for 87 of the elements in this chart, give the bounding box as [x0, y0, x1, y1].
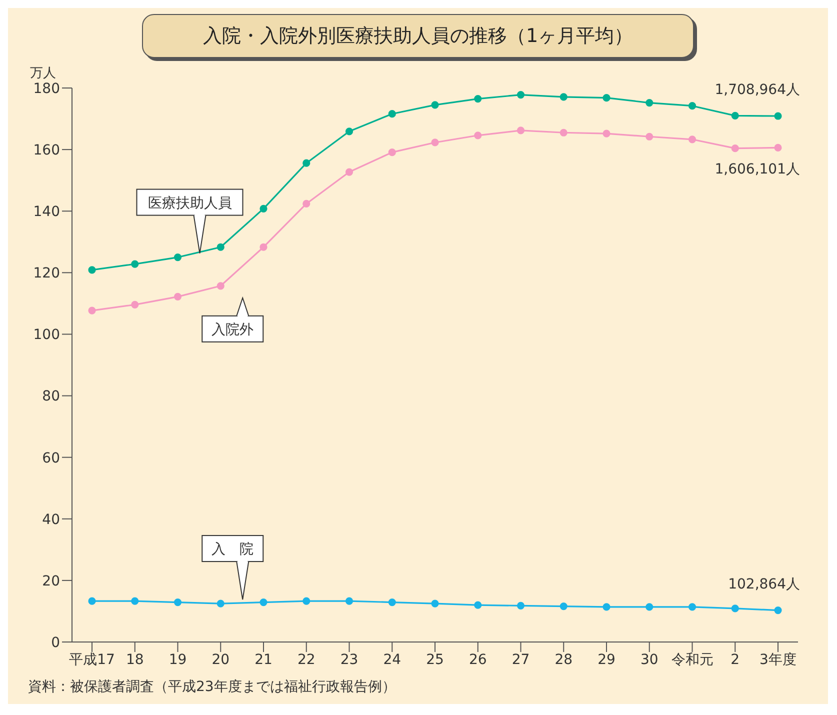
point	[560, 93, 568, 101]
y-tick-label: 20	[42, 573, 60, 590]
point	[560, 128, 568, 136]
y-tick-label: 180	[33, 80, 60, 97]
point	[731, 144, 739, 152]
point	[431, 600, 439, 608]
x-tick-label: 22	[297, 652, 316, 668]
point	[774, 112, 782, 120]
x-tick-label: 29	[598, 652, 616, 668]
point	[474, 132, 482, 140]
point	[474, 601, 482, 609]
point	[646, 132, 654, 140]
x-tick-label: 平成17	[69, 652, 115, 668]
point	[302, 597, 310, 605]
x-tick-label: 28	[554, 652, 573, 668]
point	[131, 260, 139, 268]
point	[88, 266, 96, 274]
point	[131, 597, 139, 605]
point	[774, 606, 782, 614]
point	[131, 300, 139, 308]
point	[516, 90, 525, 99]
point	[688, 603, 696, 611]
point	[516, 126, 525, 134]
point	[731, 112, 739, 120]
point	[774, 144, 782, 152]
y-tick-label: 80	[42, 388, 60, 405]
point	[345, 597, 354, 605]
point	[174, 253, 182, 262]
series-label: 医療扶助人員	[148, 195, 232, 212]
point	[731, 604, 739, 612]
point	[345, 168, 354, 176]
x-tick-label: 20	[212, 652, 230, 668]
point	[560, 602, 568, 610]
y-axis-title: 万人	[30, 65, 56, 82]
point	[516, 602, 525, 610]
point	[216, 600, 224, 608]
y-tick-label: 40	[42, 512, 60, 528]
y-tick-label: 0	[51, 634, 60, 651]
x-tick-label: 23	[340, 652, 358, 668]
point	[688, 136, 696, 144]
point	[388, 110, 396, 118]
point	[602, 94, 610, 102]
point	[302, 159, 310, 167]
point	[345, 128, 354, 136]
point	[602, 130, 610, 138]
point	[216, 243, 224, 251]
x-tick-label: 26	[468, 652, 487, 668]
point	[88, 306, 96, 314]
point	[388, 598, 396, 606]
point	[260, 598, 268, 606]
y-tick-label: 140	[33, 204, 60, 220]
point	[431, 101, 439, 109]
point	[260, 243, 268, 251]
y-tick-label: 120	[33, 266, 60, 282]
point	[216, 282, 224, 290]
text: 資料：被保護者調査（平成23年度までは福祉行政報告例）	[27, 678, 397, 696]
x-tick-label: 18	[126, 652, 144, 668]
x-tick-label: 3年度	[760, 652, 796, 668]
point	[474, 94, 482, 103]
point	[646, 603, 654, 611]
point	[174, 598, 182, 606]
x-tick-label: 25	[426, 652, 444, 668]
point	[431, 138, 439, 146]
annotation: 1,606,101人	[714, 162, 800, 178]
point	[388, 148, 396, 156]
point	[646, 98, 654, 107]
point	[688, 102, 696, 110]
point	[174, 292, 182, 300]
text: 入院外	[212, 322, 254, 338]
text: 入 院	[212, 542, 254, 558]
x-tick-label: 27	[512, 652, 530, 668]
point	[602, 603, 610, 611]
annotation: 102,864人	[728, 576, 800, 592]
x-tick-label: 24	[383, 652, 402, 668]
x-tick-label: 21	[254, 652, 272, 668]
point	[302, 200, 310, 208]
point	[88, 597, 96, 605]
x-tick-label: 令和元	[671, 652, 714, 668]
chart-title: 入院・入院外別医療扶助人員の推移（1ヶ月平均）	[142, 14, 694, 58]
x-tick-label: 19	[168, 652, 187, 668]
y-tick-label: 100	[33, 327, 60, 344]
x-tick-label: 30	[640, 652, 658, 668]
y-tick-label: 160	[33, 142, 60, 159]
point	[260, 204, 268, 212]
y-tick-label: 60	[42, 450, 60, 466]
x-tick-label: 2	[730, 652, 740, 668]
annotation: 1,708,964人	[714, 82, 800, 98]
